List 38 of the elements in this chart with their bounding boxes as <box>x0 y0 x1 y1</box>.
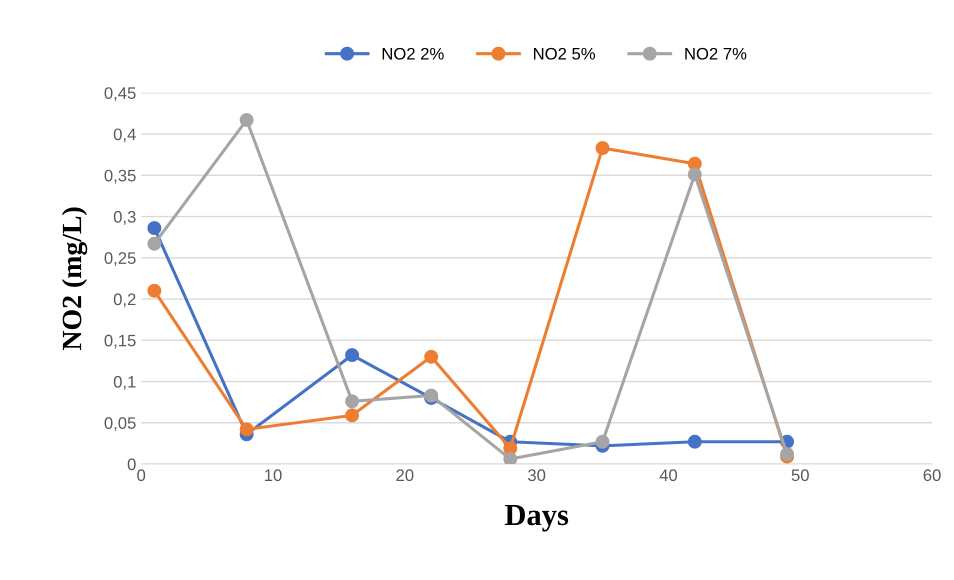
point <box>147 221 162 236</box>
point <box>345 394 360 408</box>
x-tick-label: 40 <box>660 469 678 482</box>
point <box>345 348 360 362</box>
y-tick-label: 0,35 <box>104 170 136 184</box>
point <box>345 408 360 422</box>
point <box>147 236 162 251</box>
point <box>596 434 610 449</box>
point <box>240 422 254 436</box>
y-tick-label: 0,05 <box>104 417 136 431</box>
point <box>424 388 438 402</box>
point <box>503 452 518 464</box>
y-tick-label: 0,3 <box>114 210 136 225</box>
point <box>147 284 162 298</box>
legend-label: NO2 7% <box>685 48 746 60</box>
point <box>780 447 794 462</box>
x-tick-label: 0 <box>137 469 146 482</box>
x-axis-title: Days <box>504 504 568 532</box>
y-tick-label: 0,15 <box>104 334 136 348</box>
point <box>688 168 702 182</box>
y-tick-label: 0,2 <box>114 293 136 308</box>
legend-label: NO2 5% <box>534 48 596 60</box>
y-tick-label: 0,25 <box>104 252 136 266</box>
y-tick-label: 0 <box>128 458 136 470</box>
y-tick-label: 0,4 <box>114 128 136 142</box>
x-tick-label: 60 <box>924 469 941 482</box>
point <box>424 350 438 364</box>
legend-label: NO2 2% <box>382 48 444 60</box>
x-tick-label: 20 <box>396 469 414 482</box>
y-tick-label: 0,45 <box>104 87 136 101</box>
y-tick-label: 0,1 <box>114 376 136 390</box>
point <box>688 434 702 449</box>
point <box>596 141 610 156</box>
x-tick-label: 50 <box>792 469 809 482</box>
x-tick-label: 30 <box>528 469 546 482</box>
y-axis-title: NO2 (mg/L) <box>62 207 88 350</box>
point <box>240 113 254 127</box>
x-tick-label: 10 <box>265 469 282 482</box>
